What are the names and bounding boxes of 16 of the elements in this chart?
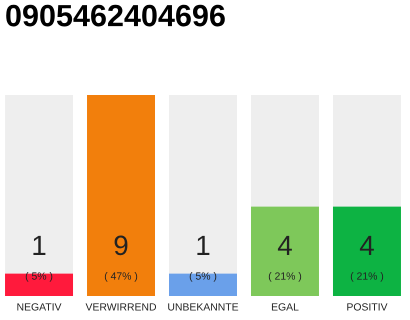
- data-label: 9: [114, 236, 128, 256]
- data-label: 4: [360, 236, 374, 255]
- annotation: ( 47% ): [104, 272, 138, 282]
- annotation: ( 5% ): [26, 272, 52, 282]
- x-tick-label: EGAL: [272, 303, 299, 311]
- x-tick-label: POSITIV: [347, 303, 388, 311]
- x-tick-label: UNBEKANNTE: [168, 303, 238, 311]
- annotation: ( 21% ): [268, 272, 302, 282]
- data-label: 1: [197, 236, 210, 255]
- annotation: ( 5% ): [190, 272, 216, 282]
- annotation: ( 21% ): [350, 272, 384, 282]
- chart-title: 0905462404696: [6, 4, 225, 26]
- data-label: 1: [33, 236, 46, 255]
- x-tick-label: VERWIRREND: [86, 303, 156, 310]
- x-tick-label: NEGATIV: [17, 303, 62, 311]
- data-label: 4: [278, 236, 292, 255]
